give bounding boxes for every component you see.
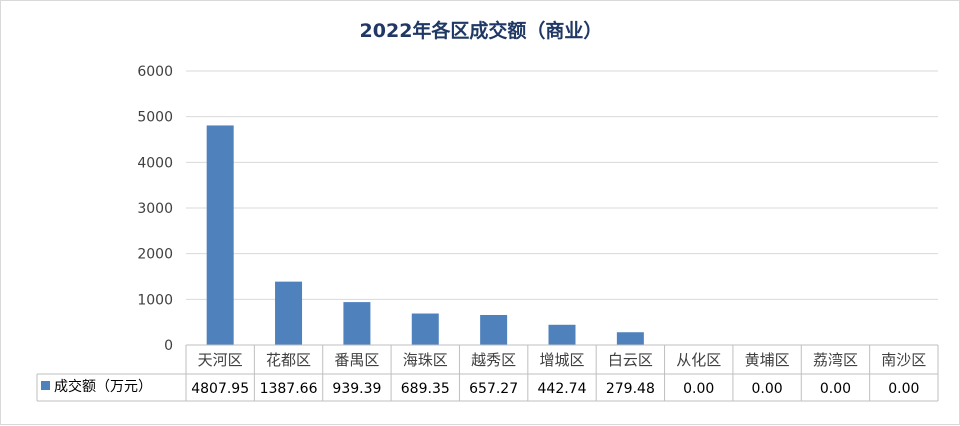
data-label: 442.74 <box>538 381 587 397</box>
category-label: 越秀区 <box>471 351 516 369</box>
y-tick-label: 5000 <box>137 110 173 126</box>
y-tick-label: 2000 <box>137 247 173 263</box>
bar <box>275 281 303 345</box>
data-label: 0.00 <box>888 381 919 397</box>
category-label: 增城区 <box>539 351 584 369</box>
bar <box>411 313 439 345</box>
y-tick-label: 1000 <box>137 292 173 308</box>
data-label: 939.39 <box>332 381 381 397</box>
data-label: 0.00 <box>820 381 851 397</box>
data-table: 成交额（万元） 天河区 4807.95 花都区 1387.66 番禺区 939.39 海珠区… <box>36 344 939 402</box>
bar <box>206 125 234 345</box>
y-axis-ticks: 0 1000 2000 3000 4000 5000 6000 <box>137 64 173 354</box>
bars <box>206 125 644 345</box>
y-tick-label: 4000 <box>137 155 173 171</box>
data-label: 657.27 <box>469 381 518 397</box>
category-label: 海珠区 <box>403 351 448 369</box>
data-label: 0.00 <box>683 381 714 397</box>
category-label: 白云区 <box>608 351 653 369</box>
data-label: 0.00 <box>752 381 783 397</box>
category-label: 黄埔区 <box>745 351 790 369</box>
category-label: 天河区 <box>198 351 243 369</box>
bar <box>480 314 508 345</box>
bar <box>343 302 371 345</box>
category-label: 荔湾区 <box>813 351 858 369</box>
category-label: 花都区 <box>266 351 311 369</box>
y-tick-label: 6000 <box>137 64 173 80</box>
data-label: 279.48 <box>606 381 655 397</box>
bar <box>548 324 576 345</box>
y-tick-label: 0 <box>164 338 173 354</box>
bar <box>616 332 644 345</box>
data-label: 689.35 <box>401 381 450 397</box>
data-label: 4807.95 <box>191 381 249 397</box>
data-label: 1387.66 <box>260 381 318 397</box>
category-label: 番禺区 <box>334 351 379 369</box>
gridlines <box>186 70 938 346</box>
legend-label: 成交额（万元） <box>54 378 152 395</box>
category-label: 南沙区 <box>881 351 926 369</box>
legend-swatch <box>41 381 50 390</box>
chart-title: 2022年各区成交额（商业） <box>360 19 603 42</box>
y-tick-label: 3000 <box>137 201 173 217</box>
category-label: 从化区 <box>676 351 721 369</box>
